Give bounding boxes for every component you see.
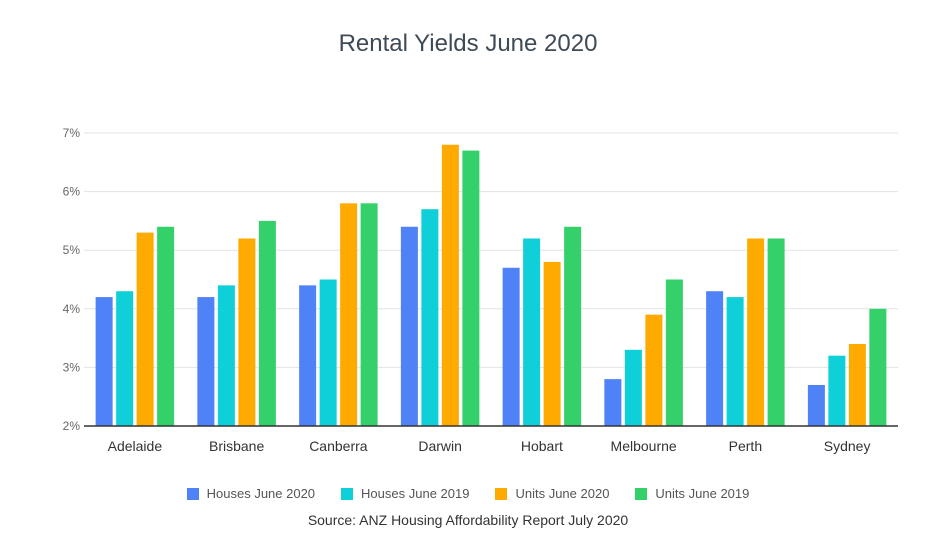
bar-brisbane-houses-june-2020 — [197, 297, 215, 426]
x-axis-categories: Adelaide Brisbane Canberra Darwin Hobart Melb… — [108, 438, 871, 454]
chart-title: Rental Yields June 2020 — [338, 30, 598, 57]
bar-perth-units-june-2019 — [767, 238, 785, 426]
x-category-label: Brisbane — [209, 438, 264, 454]
bar-sydney-units-june-2019 — [869, 308, 887, 426]
bar-adelaide-houses-june-2020 — [95, 297, 113, 426]
bar-perth-houses-june-2019 — [726, 297, 744, 426]
bar-adelaide-units-june-2020 — [136, 232, 154, 426]
legend-swatch — [495, 487, 508, 500]
legend-item: Units June 2020 — [495, 486, 609, 501]
legend: Houses June 2020 Houses June 2019 Units Ju… — [0, 486, 936, 501]
bar-sydney-units-june-2020 — [848, 343, 866, 426]
x-category-label: Melbourne — [611, 438, 677, 454]
bar-hobart-units-june-2019 — [564, 226, 582, 426]
y-tick-label: 5% — [63, 243, 81, 257]
bar-sydney-houses-june-2020 — [807, 384, 825, 426]
legend-item: Houses June 2019 — [341, 486, 469, 501]
x-category-label: Hobart — [521, 438, 563, 454]
legend-label: Houses June 2020 — [206, 486, 316, 501]
bar-darwin-houses-june-2019 — [421, 209, 439, 426]
legend-item: Houses June 2020 — [186, 486, 316, 501]
x-category-label: Canberra — [309, 438, 368, 454]
bar-melbourne-units-june-2020 — [645, 314, 663, 426]
bar-melbourne-units-june-2019 — [665, 279, 683, 426]
y-tick-label: 7% — [63, 126, 81, 140]
bar-brisbane-houses-june-2019 — [217, 285, 235, 426]
y-axis-ticks: 2% 3% 4% 5% 6% 7% — [63, 126, 81, 433]
legend-label: Units June 2020 — [515, 486, 610, 501]
x-category-label: Darwin — [418, 438, 462, 454]
bar-hobart-houses-june-2020 — [502, 267, 520, 426]
bar-adelaide-houses-june-2019 — [116, 291, 134, 426]
bar-darwin-units-june-2020 — [441, 144, 459, 426]
bar-melbourne-houses-june-2020 — [604, 379, 622, 426]
bar-darwin-houses-june-2020 — [400, 226, 418, 426]
bar-canberra-houses-june-2019 — [319, 279, 337, 426]
bar-brisbane-units-june-2020 — [238, 238, 256, 426]
bars — [95, 144, 887, 426]
y-tick-label: 4% — [63, 302, 81, 316]
y-tick-label: 2% — [63, 419, 81, 433]
y-tick-label: 3% — [63, 360, 81, 374]
x-category-label: Adelaide — [108, 438, 163, 454]
bar-hobart-units-june-2020 — [543, 261, 561, 426]
bar-adelaide-units-june-2019 — [157, 226, 175, 426]
chart-source: Source: ANZ Housing Affordability Report… — [307, 512, 629, 528]
legend-swatch — [186, 487, 199, 500]
bar-darwin-units-june-2019 — [462, 150, 480, 426]
legend-swatch — [635, 487, 648, 500]
bar-hobart-houses-june-2019 — [523, 238, 541, 426]
bar-canberra-houses-june-2020 — [299, 285, 317, 426]
bar-perth-houses-june-2020 — [706, 291, 724, 426]
bar-canberra-units-june-2019 — [360, 203, 378, 426]
bar-perth-units-june-2020 — [747, 238, 765, 426]
legend-item: Units June 2019 — [635, 486, 749, 501]
legend-label: Units June 2019 — [655, 486, 750, 501]
bar-brisbane-units-june-2019 — [258, 220, 276, 426]
bar-canberra-units-june-2020 — [340, 203, 358, 426]
legend-swatch — [341, 487, 354, 500]
x-category-label: Perth — [729, 438, 762, 454]
y-tick-label: 6% — [63, 185, 81, 199]
x-category-label: Sydney — [824, 438, 871, 454]
bar-melbourne-houses-june-2019 — [624, 349, 642, 426]
bar-sydney-houses-june-2019 — [828, 355, 846, 426]
legend-label: Houses June 2019 — [361, 486, 470, 501]
